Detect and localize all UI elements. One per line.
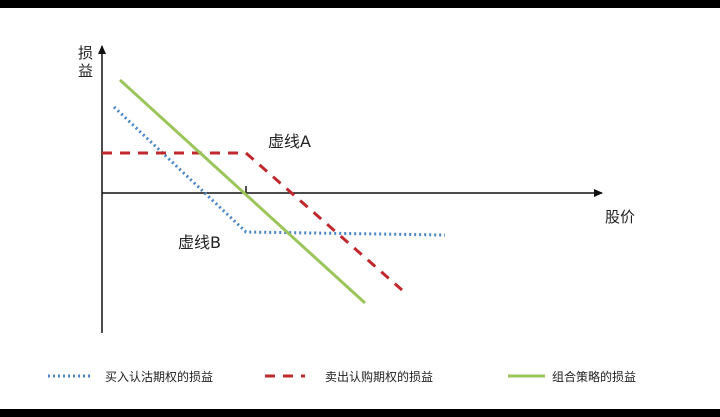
y-axis-label: 损益 — [78, 44, 94, 80]
legend-label: 买入认沽期权的损益 — [105, 369, 213, 384]
annotation: 虚线B — [178, 233, 221, 252]
canvas: 股价 虚线A 虚线B 买入认沽期权的损益 卖出认购期权的损益 组合策略的损益 损… — [0, 8, 720, 409]
x-axis-label: 股价 — [605, 208, 635, 226]
diagram: 股价 虚线A 虚线B 买入认沽期权的损益 卖出认购期权的损益 组合策略的损益 — [48, 45, 636, 384]
annotation: 虚线A — [268, 132, 311, 151]
short-call-line — [102, 151, 403, 292]
combined-line — [118, 78, 367, 305]
legend-label: 卖出认购期权的损益 — [325, 369, 433, 384]
long-put-line — [112, 105, 446, 237]
legend-label: 组合策略的损益 — [552, 369, 636, 384]
